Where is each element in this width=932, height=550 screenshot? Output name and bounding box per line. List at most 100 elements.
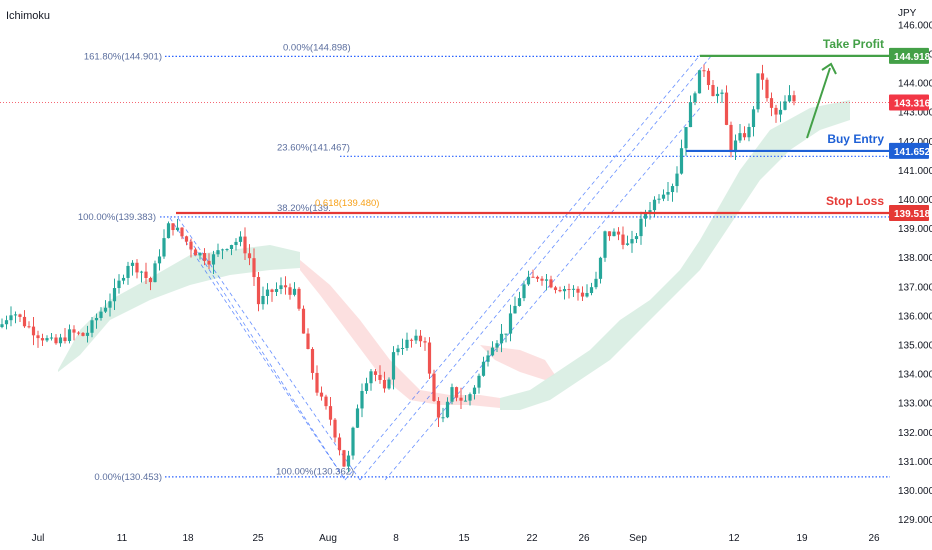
candle-body-12 bbox=[54, 337, 58, 344]
candle-body-138 bbox=[621, 234, 625, 245]
candle-body-55 bbox=[247, 253, 252, 259]
x-tick-label-0: Jul bbox=[32, 533, 45, 544]
candle-body-64 bbox=[288, 287, 292, 295]
stop-loss-label: Stop Loss bbox=[826, 194, 884, 208]
candle-body-140 bbox=[630, 239, 634, 244]
candle-body-121 bbox=[544, 279, 549, 281]
candle-body-25 bbox=[112, 288, 117, 302]
fib-channel-line-0 bbox=[169, 217, 346, 481]
x-tick-label-10: 12 bbox=[728, 533, 740, 544]
x-tick-label-2: 18 bbox=[182, 533, 194, 544]
candle-body-33 bbox=[148, 278, 153, 283]
candle-body-79 bbox=[355, 408, 360, 428]
y-tick-label-1: 130.000 bbox=[898, 486, 932, 497]
candle-body-165 bbox=[742, 133, 747, 138]
y-tick-label-5: 134.000 bbox=[898, 370, 932, 381]
candle-body-51 bbox=[229, 245, 234, 250]
candle-body-36 bbox=[162, 238, 166, 257]
candle-body-54 bbox=[243, 236, 247, 254]
y-tick-label-0: 129.000 bbox=[898, 515, 932, 526]
candle-body-5 bbox=[22, 316, 27, 327]
fib-label-100-left: 100.00%(139.383) bbox=[78, 212, 156, 223]
candle-body-24 bbox=[108, 301, 112, 308]
candle-body-106 bbox=[477, 375, 481, 388]
ichimoku-cloud-3 bbox=[500, 100, 850, 410]
take-profit-badge bbox=[889, 47, 929, 64]
x-tick-label-4: Aug bbox=[319, 533, 337, 544]
x-tick-label-3: 25 bbox=[252, 533, 264, 544]
candle-body-19 bbox=[85, 332, 90, 336]
candle-body-154 bbox=[693, 93, 697, 103]
candle-body-66 bbox=[297, 288, 301, 309]
candle-body-141 bbox=[634, 236, 639, 240]
x-tick-label-11: 19 bbox=[796, 533, 808, 544]
x-tick-label-8: 26 bbox=[578, 533, 590, 544]
candle-body-23 bbox=[103, 307, 108, 312]
buy-entry-label: Buy Entry bbox=[827, 132, 884, 146]
candle-body-156 bbox=[702, 70, 706, 72]
candle-body-142 bbox=[639, 218, 643, 237]
fib-label-161: 161.80%(144.901) bbox=[84, 51, 162, 62]
candle-body-124 bbox=[558, 290, 562, 292]
stop-loss-badge bbox=[889, 205, 929, 222]
ichimoku-cloud-1 bbox=[300, 260, 500, 408]
candle-body-146 bbox=[657, 198, 661, 200]
candle-body-31 bbox=[139, 271, 144, 273]
candle-body-70 bbox=[315, 372, 319, 393]
x-tick-label-9: Sep bbox=[629, 533, 647, 544]
candle-body-10 bbox=[45, 338, 49, 341]
candle-body-13 bbox=[58, 337, 63, 344]
candle-body-120 bbox=[540, 278, 544, 281]
candle-body-18 bbox=[81, 332, 85, 336]
candle-body-83 bbox=[373, 371, 378, 375]
take-profit-label: Take Profit bbox=[823, 37, 884, 51]
candle-body-14 bbox=[63, 337, 67, 342]
candle-body-77 bbox=[346, 455, 351, 467]
x-tick-label-1: 11 bbox=[117, 533, 128, 544]
x-tick-label-7: 22 bbox=[526, 533, 538, 544]
candle-body-60 bbox=[270, 289, 274, 292]
candle-body-126 bbox=[567, 289, 571, 291]
candle-body-58 bbox=[261, 295, 265, 305]
candle-body-22 bbox=[99, 311, 103, 318]
candle-body-119 bbox=[535, 276, 540, 279]
candle-body-174 bbox=[783, 101, 787, 110]
candle-body-128 bbox=[576, 288, 580, 293]
candle-body-9 bbox=[40, 338, 45, 341]
candle-body-135 bbox=[607, 231, 612, 237]
candle-body-108 bbox=[486, 355, 490, 362]
candle-body-125 bbox=[562, 289, 567, 292]
candle-body-152 bbox=[684, 127, 688, 149]
candle-body-49 bbox=[220, 249, 225, 251]
candle-body-172 bbox=[774, 107, 778, 115]
candle-body-3 bbox=[13, 314, 18, 316]
candle-body-136 bbox=[612, 231, 616, 237]
candle-body-173 bbox=[778, 109, 783, 115]
candle-body-129 bbox=[580, 292, 585, 297]
candle-body-137 bbox=[616, 231, 621, 235]
fib-channel-line-4 bbox=[359, 54, 713, 481]
candle-body-32 bbox=[144, 271, 148, 279]
candle-body-161 bbox=[724, 92, 729, 125]
candle-body-118 bbox=[531, 276, 535, 278]
candle-body-158 bbox=[711, 85, 715, 97]
candle-body-8 bbox=[36, 335, 40, 339]
candle-body-69 bbox=[310, 348, 315, 373]
candle-body-35 bbox=[157, 256, 162, 264]
candle-body-82 bbox=[369, 371, 373, 384]
buy-entry-badge-text: 141.652 bbox=[894, 147, 931, 158]
candle-body-85 bbox=[382, 379, 387, 389]
candle-body-80 bbox=[360, 390, 364, 409]
candle-body-29 bbox=[130, 262, 135, 266]
candle-body-131 bbox=[589, 287, 594, 294]
candle-body-78 bbox=[351, 427, 355, 456]
y-tick-label-14: 143.000 bbox=[898, 108, 932, 119]
candle-body-56 bbox=[252, 258, 256, 278]
candle-body-98 bbox=[441, 417, 445, 419]
candle-body-101 bbox=[454, 387, 459, 398]
x-tick-label-12: 26 bbox=[868, 533, 880, 544]
candle-body-151 bbox=[679, 148, 684, 174]
candle-body-87 bbox=[391, 352, 396, 380]
candle-body-41 bbox=[184, 236, 189, 242]
